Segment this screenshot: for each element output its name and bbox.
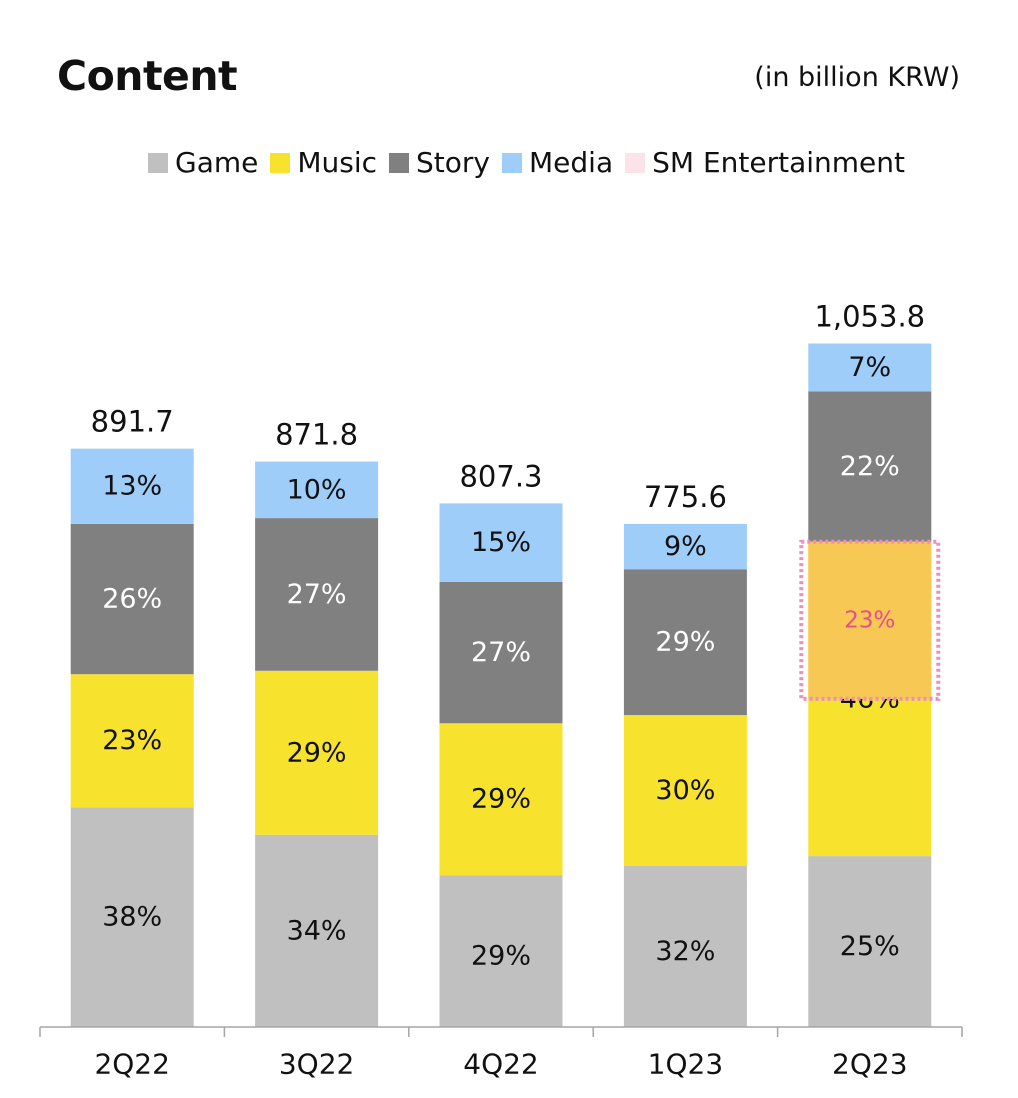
label-game-1q23: 32%: [655, 936, 715, 967]
bar-story-2q23: [808, 391, 932, 542]
bar-music-2q22: [70, 674, 194, 808]
bar-game-1q23: [623, 866, 747, 1027]
bar-game-2q22: [70, 807, 194, 1027]
bar-game-2q23: [808, 856, 932, 1027]
x-tick-label-2q22: 2Q22: [94, 1048, 169, 1081]
label-media-2q22: 13%: [102, 471, 162, 502]
sm-entertainment-highlight-border: [799, 539, 941, 701]
bar-music-1q23: [623, 715, 747, 867]
label-game-2q23: 25%: [840, 931, 900, 962]
x-tick-label-3q22: 3Q22: [279, 1048, 354, 1081]
bar-media-3q22: [255, 461, 379, 519]
legend-item-game: Game: [148, 146, 258, 179]
label-story-2q23: 22%: [840, 451, 900, 482]
legend-label-story: Story: [416, 146, 490, 179]
bar-story-4q22: [439, 581, 563, 724]
legend-item-sm-entertainment: SM Entertainment: [625, 146, 905, 179]
total-label-2q22: 891.7: [91, 405, 174, 439]
legend-swatch-story: [389, 152, 410, 173]
bar-story-1q23: [623, 569, 747, 716]
bar-music-3q22: [255, 670, 379, 835]
label-media-3q22: 10%: [287, 474, 347, 505]
chart-legend: Game Music Story Media SM Entertainment: [148, 146, 917, 179]
bar-story-2q22: [70, 523, 194, 675]
label-music-3q22: 29%: [287, 737, 347, 768]
chart-title: Content: [57, 52, 238, 100]
label-music-4q22: 29%: [471, 784, 531, 815]
legend-item-media: Media: [502, 146, 613, 179]
bar-sm-entertainment-2q23: [808, 541, 932, 699]
legend-label-game: Game: [175, 146, 259, 179]
label-story-1q23: 29%: [655, 627, 715, 658]
x-tick-label-1q23: 1Q23: [648, 1048, 723, 1081]
label-story-2q22: 26%: [102, 584, 162, 615]
x-tick-label-2q23: 2Q23: [832, 1048, 907, 1081]
label-story-3q22: 27%: [287, 579, 347, 610]
total-label-4q22: 807.3: [459, 459, 542, 493]
bar-media-1q23: [623, 523, 747, 570]
bar-media-2q23: [808, 343, 932, 392]
bar-music-4q22: [439, 723, 563, 876]
bar-media-2q22: [70, 448, 194, 524]
legend-item-music: Music: [270, 146, 377, 179]
bar-game-4q22: [439, 875, 563, 1027]
label-media-2q23: 7%: [848, 352, 891, 383]
bar-story-3q22: [255, 518, 379, 671]
total-label-2q23: 1,053.8: [814, 300, 925, 334]
unit-label: (in billion KRW): [754, 62, 960, 93]
bar-game-3q22: [255, 834, 379, 1027]
label-music-1q23: 30%: [655, 775, 715, 806]
total-label-3q22: 871.8: [275, 418, 358, 452]
bar-media-4q22: [439, 503, 563, 582]
label-story-4q22: 27%: [471, 637, 531, 668]
legend-label-media: Media: [529, 146, 614, 179]
legend-swatch-sm-entertainment: [625, 152, 646, 173]
label-media-1q23: 9%: [664, 531, 707, 562]
label-sm-entertainment-2q23: 23%: [844, 607, 895, 633]
legend-swatch-game: [148, 152, 168, 173]
total-label-1q23: 775.6: [644, 480, 727, 514]
label-music-2q22: 23%: [102, 725, 162, 756]
label-game-3q22: 34%: [287, 915, 347, 946]
label-game-4q22: 29%: [471, 941, 531, 972]
label-media-4q22: 15%: [471, 527, 531, 558]
legend-label-music: Music: [297, 146, 378, 179]
legend-swatch-media: [502, 152, 522, 173]
x-tick-label-4q22: 4Q22: [463, 1048, 538, 1081]
legend-label-sm-entertainment: SM Entertainment: [652, 146, 905, 179]
legend-swatch-music: [270, 152, 291, 173]
label-game-2q22: 38%: [102, 902, 162, 933]
legend-item-story: Story: [389, 146, 490, 179]
